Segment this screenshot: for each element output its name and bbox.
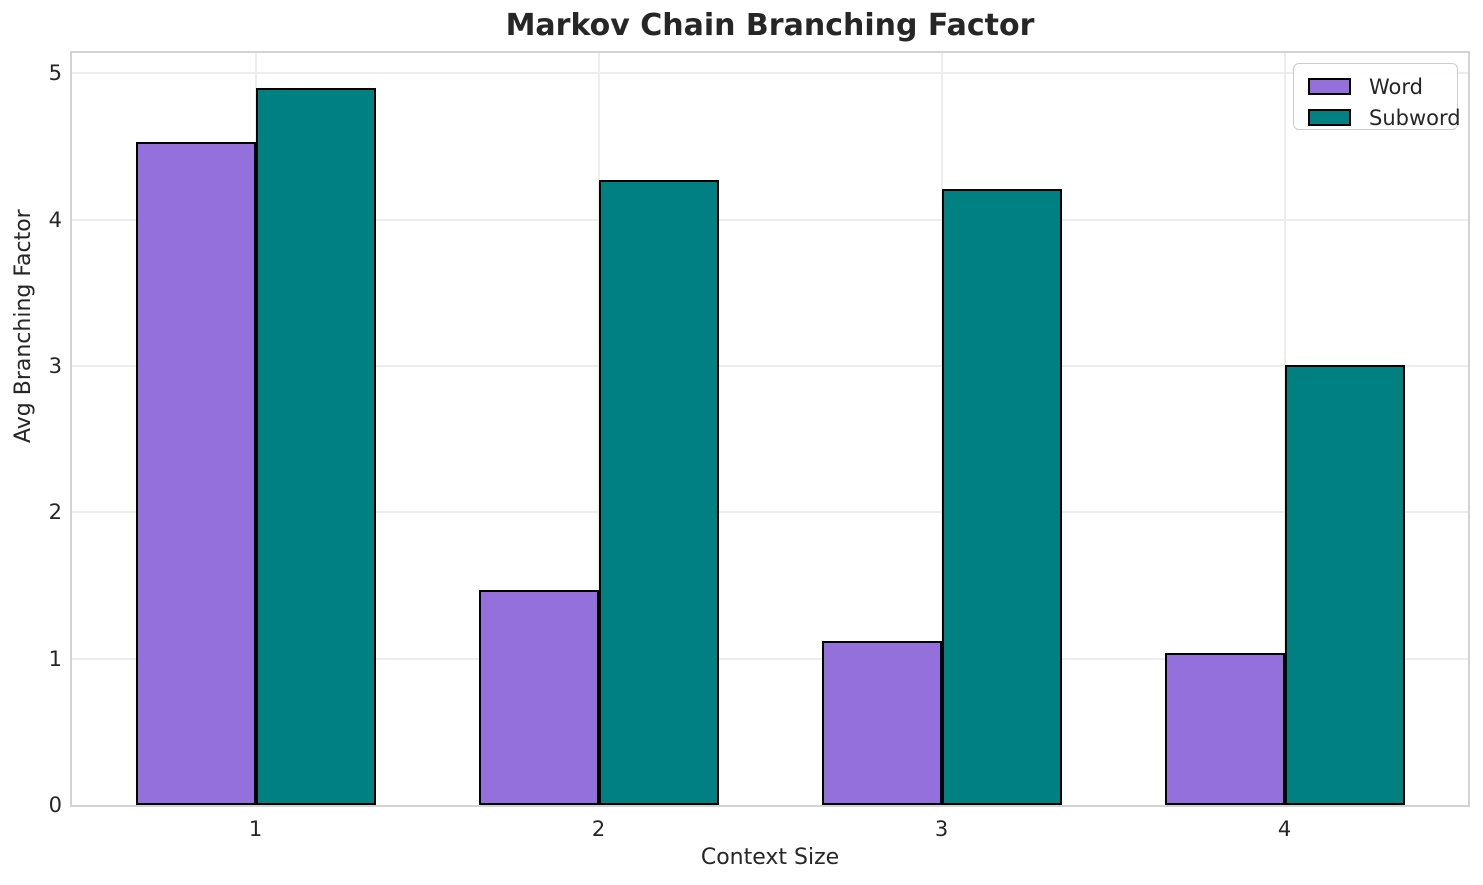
bar-subword-3: [941, 189, 1062, 805]
legend-swatch-word: [1308, 78, 1351, 95]
legend-label-subword: Subword: [1369, 105, 1461, 130]
y-tick-label-4: 4: [48, 207, 62, 232]
y-tick-label-5: 5: [48, 61, 62, 86]
h-gridline-4: [72, 218, 1468, 221]
bar-word-1: [135, 142, 256, 805]
legend-swatch-subword: [1308, 109, 1351, 126]
bar-subword-2: [598, 180, 719, 805]
bar-word-3: [821, 641, 942, 805]
y-tick-label-1: 1: [48, 646, 62, 671]
plot-area: [70, 51, 1470, 807]
h-gridline-3: [72, 365, 1468, 368]
bar-word-4: [1164, 652, 1285, 805]
h-gridline-2: [72, 511, 1468, 514]
x-tick-label-2: 2: [591, 817, 606, 841]
x-tick-label-4: 4: [1277, 817, 1292, 841]
h-gridline-5: [72, 72, 1468, 75]
x-axis-label: Context Size: [700, 845, 840, 870]
bar-subword-4: [1284, 364, 1405, 805]
legend: Word Subword: [1293, 63, 1461, 133]
y-tick-label-0: 0: [48, 793, 62, 817]
legend-entry-word: Word: [1294, 71, 1457, 102]
bar-subword-1: [255, 88, 376, 805]
bar-word-2: [478, 589, 599, 805]
legend-label-word: Word: [1369, 74, 1423, 99]
legend-items: Word Subword: [1294, 71, 1461, 133]
chart-title: Markov Chain Branching Factor: [505, 8, 1035, 43]
x-tick-label-1: 1: [248, 817, 263, 841]
x-tick-label-3: 3: [934, 817, 949, 841]
y-axis-label: Avg Branching Factor: [11, 209, 36, 443]
y-tick-label-2: 2: [48, 500, 62, 525]
y-tick-label-3: 3: [48, 354, 62, 379]
h-gridline-1: [72, 657, 1468, 660]
legend-entry-subword: Subword: [1294, 102, 1461, 133]
